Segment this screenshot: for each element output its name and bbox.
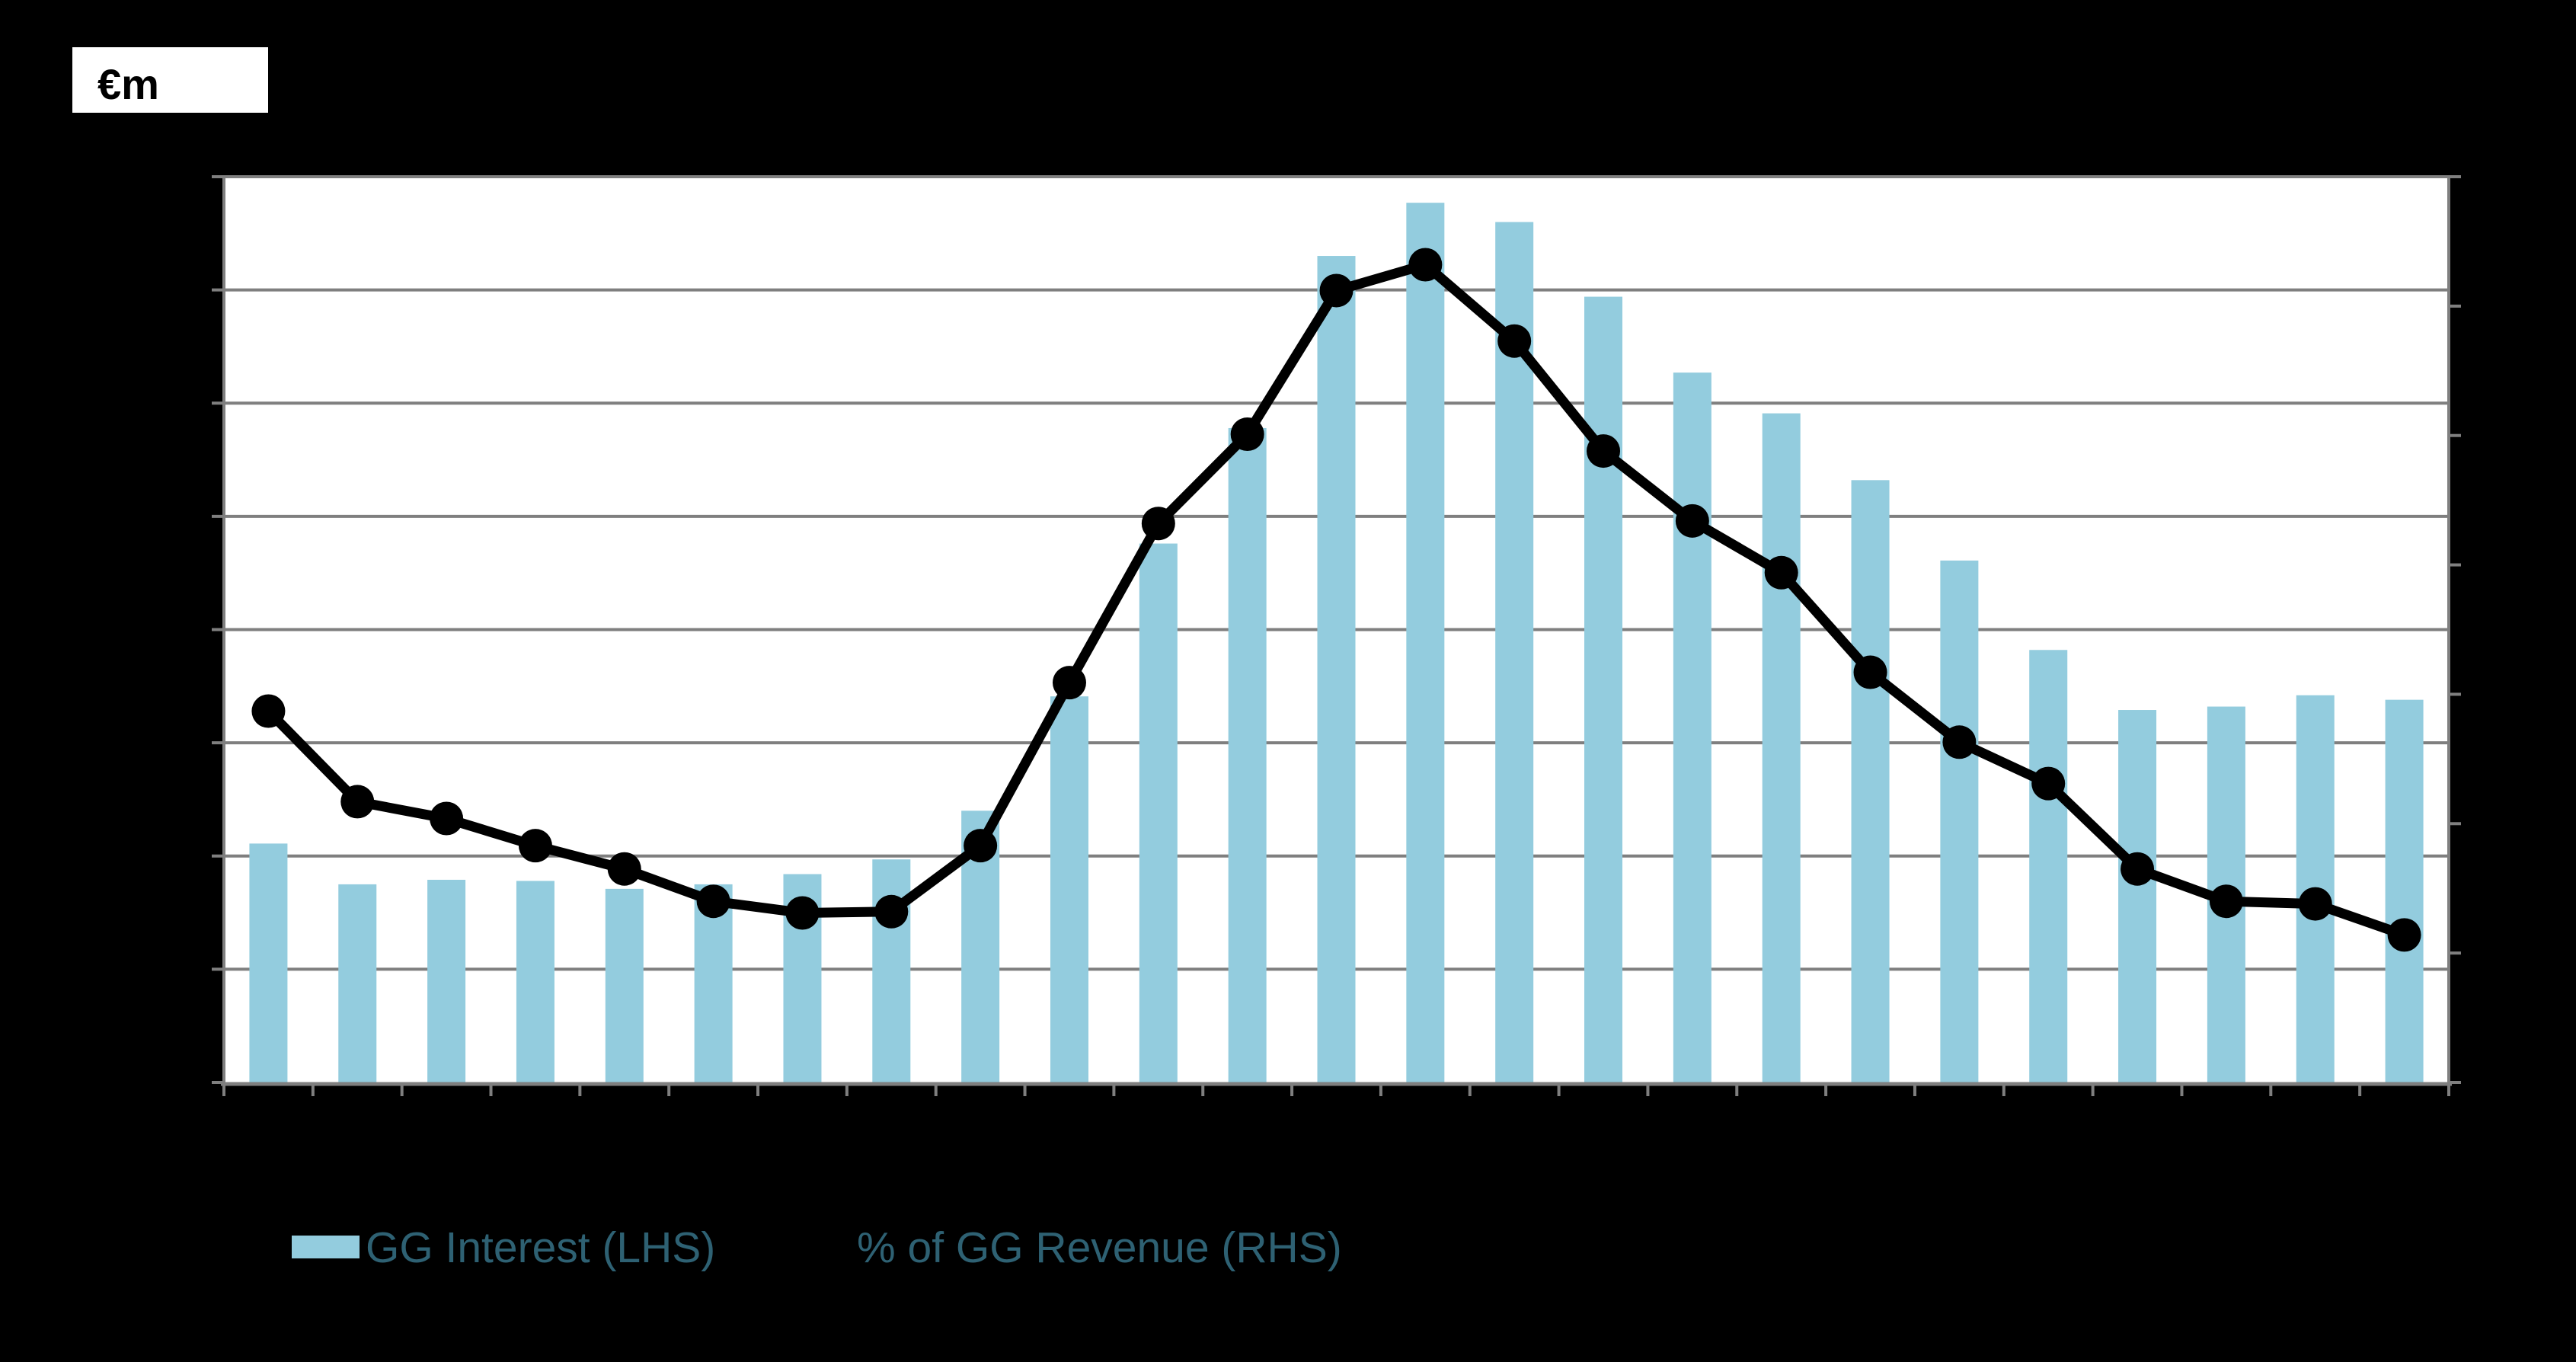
- line-marker: [1587, 434, 1621, 468]
- gg-interest-bar: [1851, 480, 1890, 1082]
- line-marker: [2121, 852, 2155, 886]
- line-marker: [1942, 725, 1977, 759]
- gg-interest-bar: [516, 881, 555, 1082]
- bar-series-gg-interest: [249, 203, 2424, 1083]
- line-marker: [1141, 507, 1175, 541]
- line-legend-label: % of GG Revenue (RHS): [857, 1223, 1342, 1272]
- gg-interest-bar: [1940, 560, 1979, 1082]
- line-marker: [874, 894, 909, 929]
- line-marker: [2209, 884, 2243, 919]
- unit-label-box: [72, 47, 268, 113]
- line-marker: [1230, 417, 1264, 452]
- line-marker: [607, 852, 641, 886]
- bar-legend-swatch: [292, 1236, 360, 1258]
- line-marker: [696, 884, 730, 919]
- line-marker: [2031, 766, 2066, 801]
- gg-interest-bar: [2029, 650, 2068, 1082]
- line-marker: [964, 829, 998, 863]
- line-marker: [430, 801, 464, 836]
- gg-interest-bar: [1495, 222, 1534, 1083]
- line-marker: [1675, 504, 1709, 538]
- line-marker: [340, 785, 375, 819]
- line-legend-swatch: [768, 1234, 836, 1260]
- line-marker: [1764, 555, 1798, 590]
- gg-interest-bar: [1228, 427, 1267, 1082]
- line-marker: [1052, 666, 1086, 700]
- line-marker: [1853, 655, 1887, 689]
- gg-interest-bar: [1139, 543, 1178, 1082]
- line-marker: [1497, 324, 1532, 358]
- gg-interest-bar: [338, 884, 377, 1082]
- gg-interest-bar: [1317, 256, 1356, 1083]
- gg-interest-bar: [427, 879, 466, 1082]
- line-series-pct-gg-revenue: [251, 248, 2421, 952]
- gg-interest-bar: [2385, 699, 2424, 1082]
- gg-interest-bar: [1050, 696, 1088, 1082]
- gg-interest-bar: [2118, 710, 2157, 1082]
- gg-interest-bar: [872, 859, 911, 1082]
- unit-box: €m: [72, 47, 268, 113]
- line-marker: [785, 896, 820, 930]
- line-marker: [1408, 248, 1443, 282]
- gg-interest-bar: [1406, 203, 1445, 1083]
- unit-label: €m: [97, 60, 159, 108]
- line-marker: [2298, 887, 2332, 921]
- axis-ticks: [212, 175, 2461, 1096]
- line-marker: [1319, 273, 1354, 308]
- gg-interest-bar: [1762, 413, 1801, 1082]
- line-marker: [2387, 918, 2421, 952]
- gg-interest-bar: [605, 888, 644, 1082]
- line-marker: [518, 829, 552, 863]
- gg-interest-bar: [249, 843, 288, 1082]
- gg-interest-bar: [1673, 372, 1711, 1083]
- legend: GG Interest (LHS) % of GG Revenue (RHS): [292, 1223, 1342, 1272]
- gg-interest-bar: [1584, 296, 1623, 1083]
- bar-legend-label: GG Interest (LHS): [366, 1223, 715, 1272]
- line-marker: [251, 694, 286, 728]
